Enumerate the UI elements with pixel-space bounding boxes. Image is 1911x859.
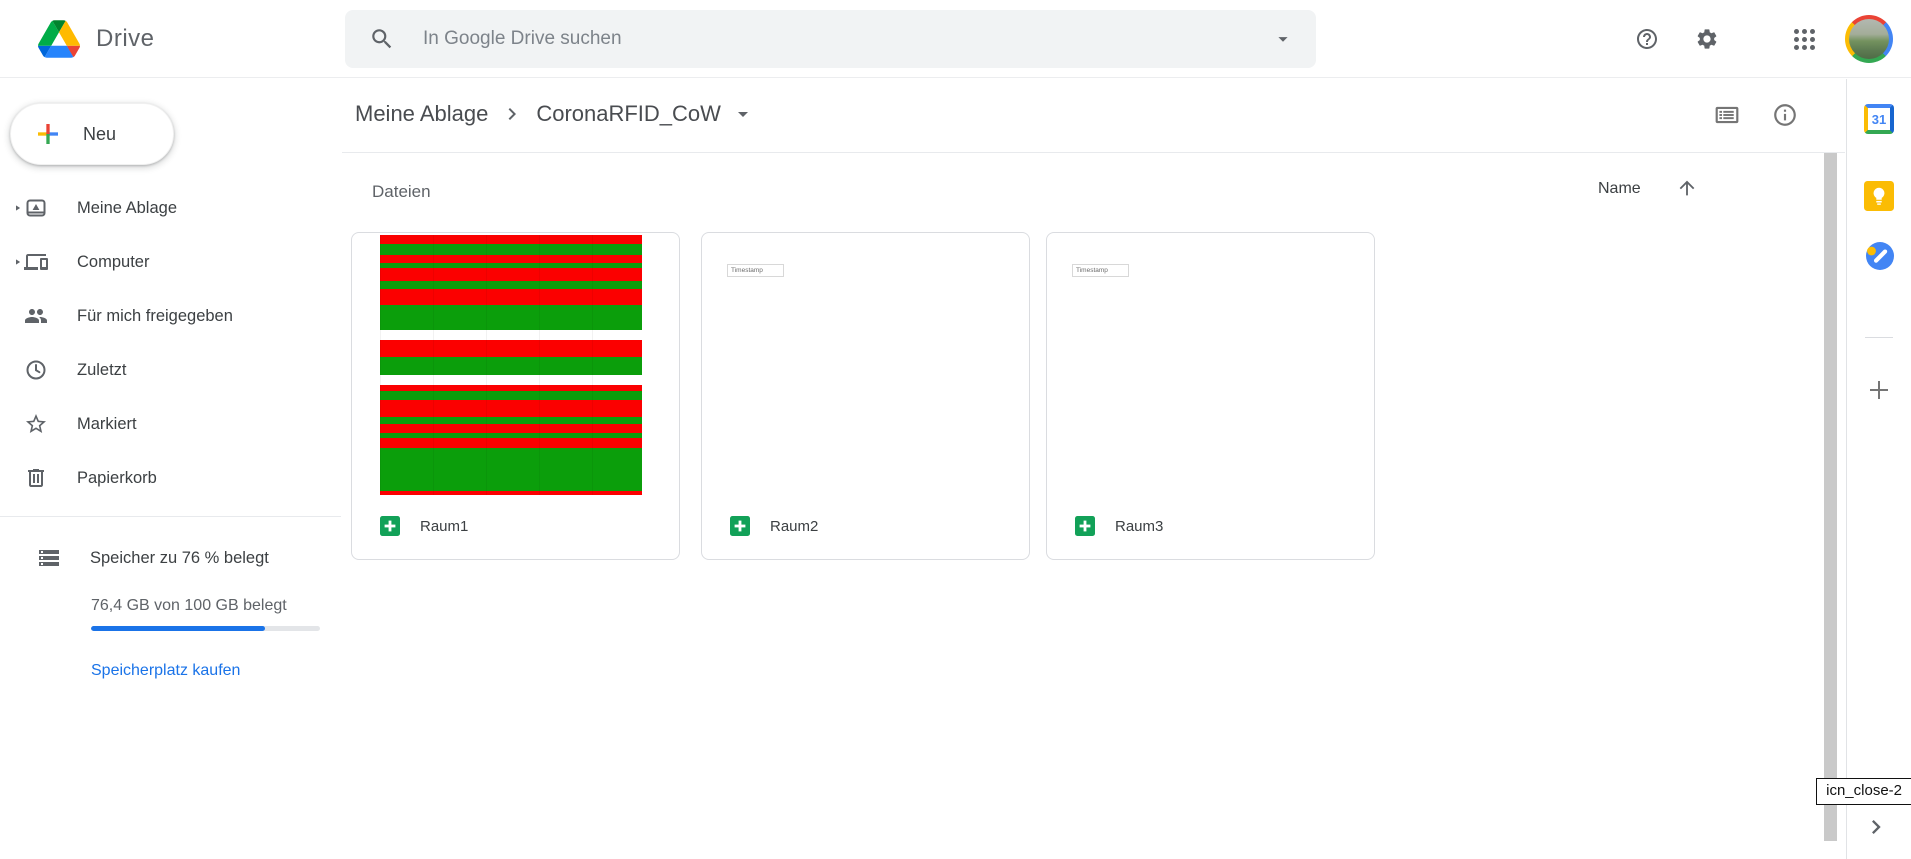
shared-people-icon — [25, 309, 47, 323]
add-panel-app-icon[interactable] — [1865, 376, 1893, 404]
file-card-raum3[interactable]: Timestamp Raum3 — [1046, 232, 1375, 560]
account-avatar[interactable] — [1845, 15, 1893, 63]
sheets-file-icon — [380, 516, 400, 536]
storage-progress-fill — [91, 626, 266, 631]
sidebar-item-label: Für mich freigegeben — [77, 306, 233, 325]
sidebar-divider — [0, 516, 341, 517]
file-name: Raum2 — [770, 517, 819, 535]
sheet-header-cell: Timestamp — [727, 264, 784, 277]
vertical-scrollbar[interactable] — [1824, 153, 1837, 841]
sidebar-item-label: Markiert — [77, 414, 137, 433]
avatar-photo — [1849, 19, 1889, 59]
storage-title: Speicher zu 76 % belegt — [90, 548, 269, 567]
sidebar-item-label: Papierkorb — [77, 468, 157, 487]
drive-logo[interactable]: Drive — [38, 0, 155, 78]
sheets-file-icon — [730, 516, 750, 536]
sidebar-item-zuletzt[interactable]: Zuletzt — [0, 343, 341, 397]
storage-usage-text: 76,4 GB von 100 GB belegt — [91, 597, 287, 614]
list-view-icon[interactable] — [1714, 102, 1740, 128]
breadcrumb: Meine Ablage CoronaRFID_CoW — [355, 91, 767, 137]
sheet-header-cell: Timestamp — [1072, 264, 1129, 277]
help-icon[interactable] — [1635, 27, 1659, 51]
breadcrumb-root[interactable]: Meine Ablage — [355, 101, 489, 126]
expand-caret-icon[interactable] — [13, 203, 22, 213]
right-side-panel: 31 — [1846, 79, 1911, 859]
sidebar-nav: Meine Ablage Computer Für mich freigegeb… — [0, 181, 341, 505]
sort-by-name[interactable]: Name — [1598, 180, 1641, 197]
new-button[interactable]: Neu — [10, 103, 174, 165]
sidebar-item-label: Meine Ablage — [77, 198, 177, 217]
buy-storage-link[interactable]: Speicherplatz kaufen — [91, 662, 241, 679]
sidebar-item-label: Zuletzt — [77, 360, 127, 379]
calendar-icon[interactable]: 31 — [1864, 104, 1894, 134]
star-icon — [26, 414, 46, 433]
sidebar-item-markiert[interactable]: Markiert — [0, 397, 341, 451]
rail-divider — [1865, 337, 1893, 338]
sheets-file-icon — [1075, 516, 1095, 536]
my-drive-icon — [26, 199, 46, 217]
clock-icon — [26, 360, 46, 380]
files-section-title: Dateien — [372, 182, 431, 201]
sidebar-item-meine-ablage[interactable]: Meine Ablage — [0, 181, 341, 235]
sheet-striped-preview — [380, 235, 642, 495]
tooltip: icn_close-2 — [1816, 778, 1911, 805]
folder-dropdown-caret-icon[interactable] — [731, 102, 755, 126]
file-card-raum1[interactable]: Raum1 — [351, 232, 680, 560]
devices-icon — [24, 254, 48, 270]
file-thumbnail — [352, 233, 679, 495]
file-card-raum2[interactable]: Timestamp Raum2 — [701, 232, 1030, 560]
new-plus-icon — [38, 124, 58, 144]
trash-icon — [28, 469, 44, 487]
drive-triangle-icon — [38, 20, 80, 58]
sort-ascending-arrow-icon[interactable] — [1676, 177, 1698, 199]
search-options-caret-icon[interactable] — [1272, 28, 1294, 50]
file-card-footer: Raum2 — [702, 493, 1029, 559]
storage-progress-bar — [91, 626, 320, 631]
sidebar-item-label: Computer — [77, 252, 150, 271]
expand-caret-icon[interactable] — [13, 257, 22, 267]
app-header: Drive — [0, 0, 1911, 78]
sidebar-item-computer[interactable]: Computer — [0, 235, 341, 289]
file-thumbnail: Timestamp — [1047, 233, 1374, 495]
keep-icon[interactable] — [1864, 181, 1894, 211]
file-thumbnail: Timestamp — [702, 233, 1029, 495]
file-name: Raum1 — [420, 517, 469, 535]
file-card-footer: Raum3 — [1047, 493, 1374, 559]
left-sidebar: Neu Meine Ablage Computer Für mich freig… — [0, 79, 341, 859]
sidebar-item-papierkorb[interactable]: Papierkorb — [0, 451, 341, 505]
file-card-footer: Raum1 — [352, 493, 679, 559]
calendar-day: 31 — [1868, 108, 1890, 130]
search-input[interactable] — [421, 27, 1248, 51]
google-apps-grid-icon[interactable] — [1792, 27, 1816, 51]
file-name: Raum3 — [1115, 517, 1164, 535]
search-bar[interactable] — [345, 10, 1316, 68]
content-divider — [342, 152, 1845, 153]
collapse-panel-chevron-icon[interactable] — [1862, 813, 1890, 841]
new-button-label: Neu — [83, 123, 117, 144]
settings-gear-icon[interactable] — [1695, 27, 1719, 51]
breadcrumb-chevron-icon — [508, 108, 517, 120]
sidebar-item-storage[interactable]: Speicher zu 76 % belegt — [0, 531, 341, 585]
app-name: Drive — [96, 25, 155, 52]
storage-icon — [39, 550, 59, 566]
search-icon[interactable] — [369, 26, 395, 52]
info-icon[interactable] — [1772, 102, 1798, 128]
sidebar-item-freigegeben[interactable]: Für mich freigegeben — [0, 289, 341, 343]
tasks-icon[interactable] — [1864, 240, 1896, 272]
breadcrumb-current[interactable]: CoronaRFID_CoW — [536, 101, 721, 126]
